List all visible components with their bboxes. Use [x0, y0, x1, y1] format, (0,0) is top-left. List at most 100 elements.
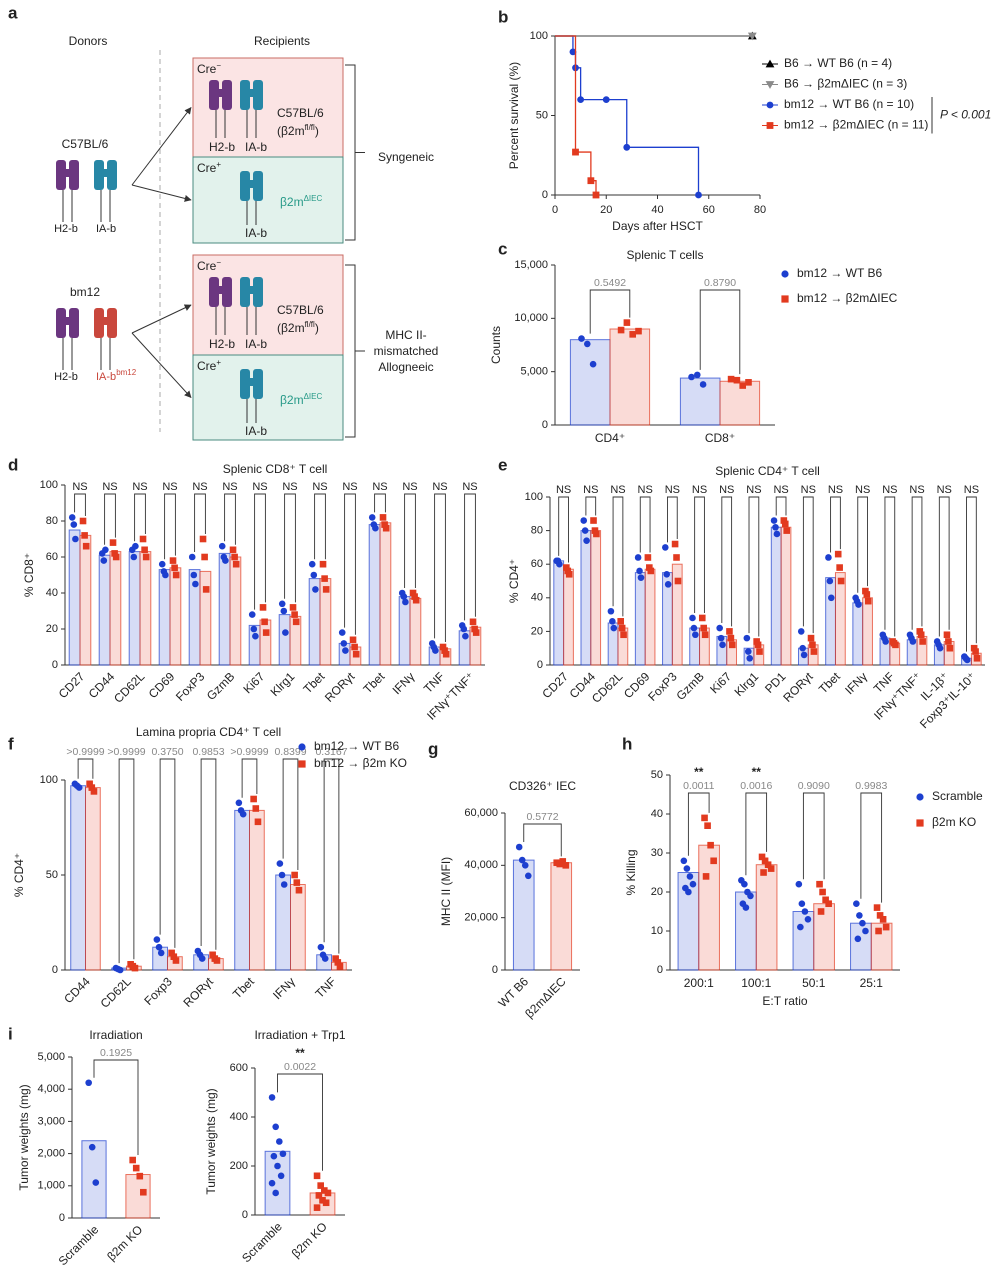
point: [936, 644, 944, 652]
point: [572, 148, 579, 156]
point: [86, 780, 93, 788]
comparison-bracket: [224, 493, 236, 545]
bar: [98, 554, 111, 666]
superscript: −: [216, 258, 221, 267]
point: [332, 955, 339, 962]
point: [201, 553, 208, 561]
y-tick-label: 100: [525, 491, 543, 503]
x-tick-label: 40: [651, 204, 663, 216]
legend-marker: [765, 81, 775, 89]
point: [278, 600, 286, 608]
comparison-bracket: [585, 496, 597, 516]
comparison-bracket: [745, 792, 768, 876]
point: [75, 784, 83, 791]
superscript: −: [216, 61, 221, 70]
y-tick-label: 100: [40, 479, 58, 491]
x-tick-label: 20: [600, 204, 612, 216]
x-tick-label: Tbet: [816, 669, 843, 696]
receptor: [246, 286, 257, 294]
receptor: [222, 80, 232, 110]
x-tick-label: CD44: [61, 974, 93, 1006]
genotype: (β2mfl/fl): [277, 320, 319, 336]
x-tick-label: RORγt: [181, 974, 217, 1010]
point: [272, 1189, 279, 1197]
point: [381, 521, 388, 528]
text-part: IA-b: [96, 223, 116, 235]
point: [674, 577, 682, 585]
p-value: 0.0022: [284, 1061, 316, 1073]
point: [770, 517, 778, 524]
legend-label: bm12 → WT B6 (n = 10): [784, 97, 914, 111]
donor-ia: IA-b: [96, 223, 116, 235]
receptor: [69, 160, 79, 190]
point: [825, 900, 832, 907]
point: [618, 624, 626, 632]
point: [334, 959, 342, 966]
point: [747, 892, 754, 900]
ns-label: NS: [882, 484, 897, 496]
receptor: [56, 160, 66, 190]
point: [81, 532, 88, 539]
comparison-bracket: [694, 496, 705, 613]
ns-label: NS: [665, 484, 680, 496]
point: [222, 557, 229, 564]
bar: [109, 551, 122, 666]
point: [268, 1179, 276, 1187]
y-tick-label: 40: [651, 808, 663, 820]
point: [746, 654, 754, 662]
x-tick-label: CD8⁺: [705, 431, 735, 445]
point: [760, 869, 767, 876]
bar: [68, 529, 81, 666]
point: [919, 638, 926, 645]
receptor: [94, 160, 104, 190]
y-axis-label: % Killing: [624, 849, 638, 895]
point: [319, 560, 327, 568]
y-tick-label: 80: [46, 515, 58, 527]
p-value: 0.5772: [526, 811, 558, 823]
comparison-bracket: [194, 493, 206, 552]
bar: [770, 526, 782, 666]
point: [192, 580, 199, 588]
y-tick-label: 0: [657, 964, 663, 976]
survival-line: [555, 35, 700, 195]
point: [276, 860, 284, 867]
point: [168, 949, 175, 957]
y-tick-label: 0: [542, 419, 548, 431]
point: [637, 574, 645, 581]
point: [822, 896, 829, 904]
point: [592, 191, 600, 199]
y-axis-label: Tumor weights (mg): [17, 1084, 31, 1190]
point: [274, 1162, 281, 1170]
point: [321, 575, 328, 582]
point: [745, 379, 752, 386]
receptor: [62, 169, 73, 177]
point: [646, 564, 653, 571]
x-tick-label: Foxp3: [141, 974, 175, 1008]
h2-label: H2-b: [209, 140, 235, 154]
point: [701, 814, 708, 822]
y-tick-label: 5,000: [520, 366, 548, 378]
point: [562, 862, 570, 869]
point: [761, 857, 769, 865]
column-title: Donors: [69, 34, 108, 48]
point: [882, 638, 889, 645]
bar: [218, 552, 231, 666]
receptor: [62, 317, 73, 325]
point: [610, 624, 618, 632]
receptor: [246, 180, 257, 188]
ns-label: NS: [102, 481, 117, 493]
point: [111, 550, 118, 557]
point: [308, 560, 316, 568]
point: [747, 32, 757, 41]
point: [578, 335, 585, 342]
point: [564, 567, 572, 575]
point: [518, 856, 526, 864]
comparison-bracket: [721, 496, 733, 627]
strain: β2mΔIEC: [280, 194, 322, 210]
bar: [158, 569, 171, 666]
point: [707, 841, 714, 849]
x-tick-label: β2m KO: [104, 1222, 145, 1263]
y-tick-label: 0: [52, 659, 58, 671]
comparison-bracket: [884, 496, 896, 637]
point: [772, 523, 779, 531]
